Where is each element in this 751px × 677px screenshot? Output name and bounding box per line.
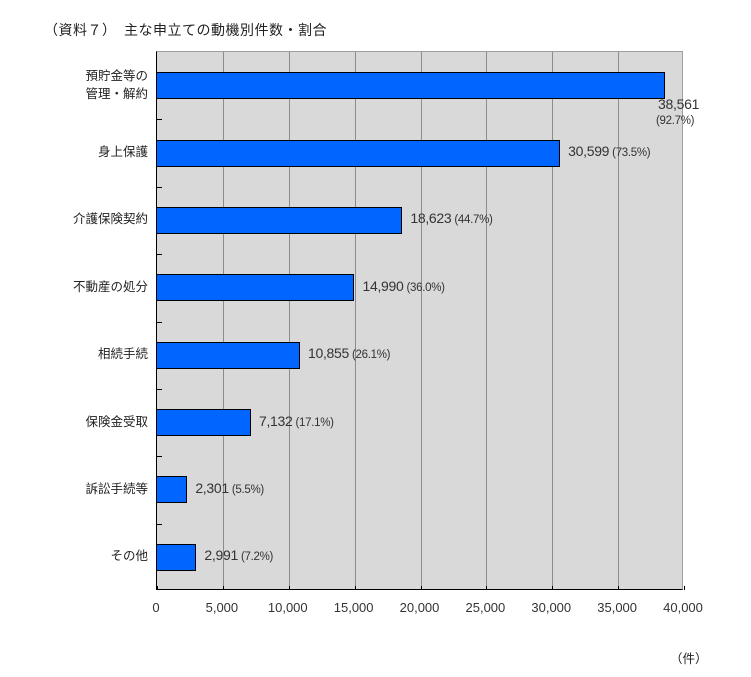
- category-label: 相続手続: [97, 346, 148, 362]
- x-tick: [420, 586, 422, 590]
- x-tick-label: 5,000: [205, 600, 239, 615]
- x-tick: [222, 586, 224, 590]
- y-tick: [157, 186, 162, 188]
- gridline: [552, 52, 554, 589]
- bar: [156, 274, 355, 302]
- value-count: 14,990: [362, 277, 404, 294]
- y-tick: [157, 119, 162, 121]
- value-count: 30,599: [568, 143, 610, 160]
- value-percentage: (73.5%): [612, 147, 651, 160]
- gridline: [222, 52, 224, 589]
- value-label: 18,623 (44.7%): [410, 210, 493, 227]
- x-tick: [618, 586, 620, 590]
- value-label: 14,990 (36.0%): [362, 277, 445, 294]
- category-label: 介護保険契約: [72, 211, 148, 227]
- bar: [156, 543, 197, 571]
- category-label: 預貯金等の 管理・解約: [85, 67, 148, 101]
- x-tick-label: 35,000: [597, 600, 638, 615]
- x-tick-label: 25,000: [465, 600, 506, 615]
- bar: [156, 139, 561, 167]
- value-label: 30,599 (73.5%): [568, 143, 651, 160]
- category-label: 不動産の処分: [72, 278, 148, 294]
- value-label: 7,132 (17.1%): [259, 413, 334, 429]
- y-tick: [157, 523, 162, 525]
- category-label: 身上保護: [97, 144, 148, 160]
- value-percentage: (26.1%): [352, 349, 391, 362]
- x-tick: [157, 586, 158, 590]
- value-percentage: (7.2%): [240, 551, 274, 564]
- value-count: 10,855: [308, 345, 350, 362]
- bar: [156, 341, 300, 369]
- bar: [156, 206, 403, 234]
- y-tick: [157, 254, 162, 256]
- bar: [156, 72, 666, 100]
- value-percentage: (36.0%): [406, 281, 445, 294]
- value-count: 2,991: [204, 547, 238, 564]
- category-label: その他: [110, 548, 148, 564]
- value-count: 2,301: [195, 479, 229, 496]
- y-tick: [157, 321, 162, 323]
- x-tick-label: 30,000: [531, 600, 572, 615]
- value-percentage: (92.7%): [656, 115, 695, 128]
- gridline: [618, 52, 620, 589]
- gridline: [354, 52, 356, 589]
- value-count: 38,561: [658, 96, 700, 113]
- x-axis-unit-label: （件）: [670, 651, 708, 666]
- x-tick: [684, 586, 685, 590]
- value-label: 38,561 (92.7%): [656, 96, 700, 130]
- gridline: [486, 52, 488, 589]
- value-percentage: (5.5%): [231, 483, 264, 496]
- bar: [156, 476, 188, 504]
- x-tick-label: 0: [152, 600, 160, 615]
- chart-title: （資料７） 主な申立ての動機別件数・割合: [44, 23, 327, 39]
- value-label: 10,855 (26.1%): [308, 345, 391, 362]
- value-label: 2,991 (7.2%): [204, 547, 273, 563]
- plot-area: [156, 51, 685, 590]
- x-tick: [354, 586, 356, 590]
- value-label: 2,301 (5.5%): [195, 480, 264, 496]
- x-tick: [552, 586, 554, 590]
- value-count: 18,623: [410, 210, 452, 227]
- gridline: [288, 52, 290, 589]
- x-tick-label: 40,000: [663, 600, 703, 615]
- category-label: 訴訟手続等: [85, 480, 148, 496]
- x-tick: [486, 586, 488, 590]
- y-tick: [157, 456, 162, 458]
- x-tick: [288, 586, 290, 590]
- y-tick: [157, 388, 162, 390]
- value-count: 7,132: [258, 412, 293, 429]
- bar: [156, 409, 251, 437]
- gridline: [420, 52, 422, 589]
- x-tick-label: 10,000: [267, 600, 308, 615]
- value-percentage: (44.7%): [454, 214, 493, 227]
- x-tick-label: 15,000: [333, 600, 374, 615]
- value-percentage: (17.1%): [295, 416, 334, 429]
- category-label: 保険金受取: [85, 413, 148, 429]
- x-tick-label: 20,000: [399, 600, 440, 615]
